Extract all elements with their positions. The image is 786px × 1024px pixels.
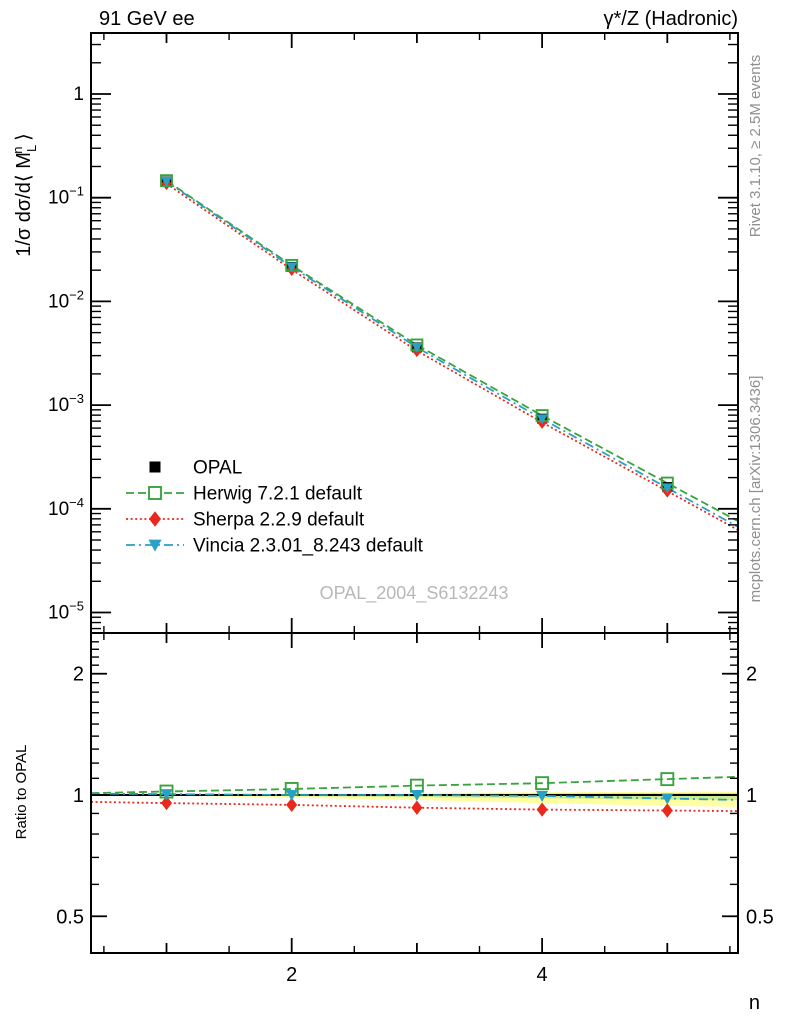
frame-layer: [90, 32, 739, 954]
y-tick-exponent: −5: [69, 599, 84, 614]
mcplots-note: mcplots.cern.ch [arXiv:1306.3436]: [747, 376, 764, 603]
y-tick-exponent: −4: [69, 495, 84, 510]
legend-label: Herwig 7.2.1 default: [193, 484, 363, 505]
data-point-triangle: [411, 342, 423, 353]
ratio-y-tick-label: 2: [746, 664, 757, 686]
data-point-open-square: [148, 486, 162, 500]
ratio-yaxis-label: Ratio to OPAL: [13, 745, 30, 840]
ticks-layer: [91, 33, 738, 953]
data-point-triangle: [410, 790, 423, 802]
data-point-triangle: [536, 790, 549, 802]
data-point-square: [149, 461, 161, 473]
data-point-diamond: [411, 800, 423, 815]
ylabel-part: ⟩: [13, 133, 35, 146]
y-tick-label: 10−4: [48, 495, 84, 520]
legend: OPAL Herwig 7.2.1 default Sherpa 2.2.9 def…: [126, 458, 424, 557]
title-right: γ*/Z (Hadronic): [604, 8, 738, 30]
x-tick-label: 4: [537, 964, 548, 986]
data-point-open-square: [535, 776, 550, 791]
y-tick-label: 10−2: [48, 287, 84, 312]
ylabel-part: 1/σ dσ/d⟨: [13, 169, 35, 257]
title-left: 91 GeV ee: [99, 8, 195, 30]
data-point-triangle: [161, 176, 172, 187]
data-point-diamond: [149, 511, 161, 527]
data-point-triangle: [661, 793, 674, 805]
main-yaxis-label: 1/σ dσ/d⟨ MLn ⟩: [10, 133, 39, 257]
data-point-triangle: [160, 789, 173, 801]
y-tick-exponent: −2: [69, 287, 84, 302]
curves-layer: [90, 179, 739, 812]
data-point-triangle: [536, 414, 548, 425]
y-tick-label: 10−5: [48, 599, 84, 624]
main-curve: [165, 182, 739, 531]
ratio-panel-frame: [90, 632, 739, 954]
main-curve: [165, 179, 739, 522]
data-point-open-square: [660, 772, 675, 787]
data-point-triangle: [148, 539, 162, 552]
legend-label: Vincia 2.3.01_8.243 default: [193, 536, 424, 557]
ratio-y-tick-label: 0.5: [746, 906, 774, 928]
data-point-triangle: [285, 790, 298, 802]
y-tick-label: 10−1: [48, 184, 84, 209]
ratio-y-tick-label: 1: [746, 785, 757, 807]
ylabel-part: L: [24, 145, 39, 152]
y-tick-exponent: −3: [69, 391, 84, 406]
y-tick-label: 1: [73, 84, 84, 105]
xaxis-label: n: [749, 992, 760, 1014]
data-point-triangle: [661, 483, 673, 494]
ylabel-part: M: [13, 152, 35, 169]
rivet-version-note: Rivet 3.1.10, ≥ 2.5M events: [747, 55, 764, 238]
data-point-triangle: [286, 262, 298, 273]
data-point-diamond: [161, 795, 172, 811]
y-tick-label: 10−3: [48, 391, 84, 416]
ratio-y-tick-label: 1: [73, 785, 84, 807]
markers-layer: [159, 174, 675, 818]
x-tick-label: 2: [286, 964, 297, 986]
watermark: OPAL_2004_S6132243: [320, 583, 509, 604]
ratio-y-tick-label: 0.5: [56, 906, 84, 928]
data-point-diamond: [661, 803, 673, 818]
data-point-diamond: [286, 797, 298, 813]
legend-label: Sherpa 2.2.9 default: [193, 510, 365, 531]
y-tick-exponent: −1: [69, 184, 84, 199]
ylabel-part: n: [10, 147, 25, 154]
legend-label: OPAL: [193, 458, 242, 479]
ratio-y-tick-label: 2: [73, 664, 84, 686]
data-point-diamond: [536, 802, 548, 817]
